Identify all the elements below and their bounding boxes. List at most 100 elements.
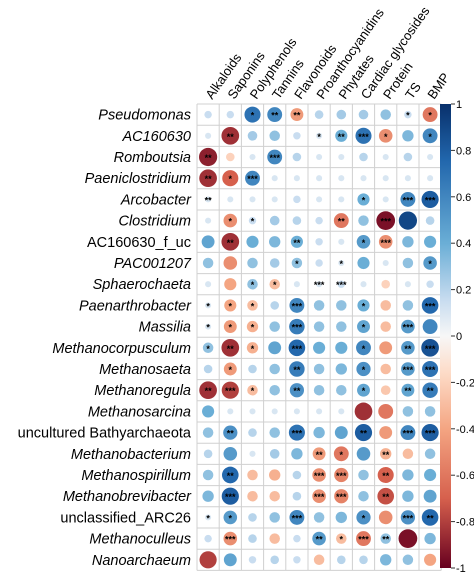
heatmap-cell-9-3	[270, 301, 279, 310]
heatmap-cell-4-9	[400, 191, 416, 207]
heatmap-cell-3-5	[316, 175, 323, 182]
heatmap-cell-4-2	[249, 196, 256, 203]
heatmap-cell-6-0	[201, 235, 215, 249]
heatmap-cell-8-10	[426, 280, 434, 288]
row-label: AC160630	[121, 129, 191, 145]
heatmap-cell-2-8	[382, 153, 389, 161]
significance-star: ***	[314, 492, 325, 502]
heatmap-cell-1-7	[355, 127, 372, 144]
heatmap-cell-12-4	[289, 361, 305, 377]
row-label: Paeniclostridium	[85, 171, 191, 187]
heatmap-cell-20-6	[336, 533, 347, 544]
heatmap-cell-16-9	[402, 448, 414, 460]
heatmap-cell-11-0	[202, 342, 214, 354]
colorbar-gradient	[440, 104, 451, 568]
significance-star: ***	[425, 429, 436, 439]
heatmap-cell-18-5	[312, 489, 326, 503]
heatmap-cell-3-6	[338, 175, 345, 182]
heatmap-cell-15-7	[354, 424, 373, 442]
significance-star: **	[227, 429, 235, 439]
heatmap-cell-21-0	[199, 551, 217, 569]
significance-star: *	[362, 195, 366, 205]
heatmap-cell-7-1	[223, 256, 238, 270]
significance-star: *	[251, 344, 255, 354]
heatmap-cell-1-6	[335, 129, 348, 142]
heatmap-cell-5-3	[269, 215, 280, 226]
column-label: BMP	[424, 70, 452, 102]
significance-star: **	[338, 132, 346, 142]
heatmap-cell-3-8	[382, 175, 389, 182]
heatmap-cell-14-7	[354, 402, 373, 421]
heatmap-cell-7-0	[202, 257, 214, 269]
row-label: PAC001207	[114, 256, 192, 272]
row-label: Arcobacter	[120, 192, 192, 208]
heatmap-cell-15-10	[421, 424, 439, 442]
heatmap-cell-7-2	[247, 257, 258, 269]
heatmap-cell-19-8	[378, 510, 393, 525]
heatmap-cell-9-6	[336, 300, 347, 311]
heatmap-cell-19-0	[205, 514, 212, 521]
significance-star: ***	[269, 153, 280, 163]
heatmap-cell-4-6	[338, 196, 345, 203]
heatmap-cell-13-6	[336, 384, 347, 396]
heatmap-cell-6-9	[402, 236, 414, 248]
heatmap-cell-0-0	[204, 110, 212, 119]
significance-star: ***	[292, 429, 303, 439]
heatmap-cell-8-0	[205, 281, 212, 288]
heatmap-cell-13-1	[221, 381, 239, 399]
heatmap-cell-9-4	[289, 297, 305, 313]
heatmap-cell-14-6	[338, 408, 345, 415]
heatmap-cell-1-0	[205, 132, 212, 139]
heatmap-cell-10-0	[205, 323, 212, 330]
heatmap-cell-5-7	[358, 215, 369, 226]
colorbar: 1 0.8 0.6 0.4 0.2 0 -0.2 -0.4 -0.6 -0.8 -1	[440, 99, 474, 575]
significance-star: **	[205, 195, 213, 205]
heatmap-cell-9-7	[357, 299, 370, 312]
heatmap-cell-15-9	[400, 425, 416, 441]
heatmap-cell-21-6	[337, 555, 346, 565]
heatmap-cell-19-5	[313, 512, 325, 523]
significance-star: ***	[425, 301, 436, 311]
heatmap-cell-21-9	[402, 554, 414, 566]
significance-star: *	[362, 344, 366, 354]
significance-star: *	[406, 111, 410, 121]
heatmap-cell-15-3	[269, 427, 280, 438]
heatmap-cell-5-9	[398, 211, 418, 230]
heatmap-cell-12-8	[380, 363, 391, 375]
heatmap-cell-13-4	[289, 383, 305, 398]
heatmap-cell-19-7	[356, 510, 371, 525]
heatmap-cell-8-1	[224, 278, 237, 291]
heatmap-cell-0-1	[226, 110, 235, 119]
significance-star: ***	[380, 238, 391, 248]
heatmap-cell-18-1	[221, 487, 239, 505]
heatmap-cell-12-1	[223, 362, 237, 376]
heatmap-cell-14-8	[378, 403, 394, 419]
heatmap-cell-18-9	[402, 490, 414, 502]
heatmap-cell-18-0	[202, 490, 214, 502]
significance-star: *	[384, 132, 388, 142]
heatmap-cell-10-2	[246, 320, 259, 333]
heatmap-cell-2-2	[249, 153, 256, 161]
heatmap-cell-11-1	[221, 338, 240, 357]
heatmap-cell-20-2	[248, 534, 257, 543]
colorbar-tick-label: 1	[456, 99, 462, 111]
significance-star: **	[427, 513, 435, 523]
significance-star: ***	[425, 365, 436, 375]
heatmap-cell-18-7	[358, 490, 369, 502]
significance-star: **	[382, 535, 390, 545]
heatmap-cell-8-3	[269, 278, 280, 290]
significance-star: **	[404, 344, 412, 354]
heatmap-cells: * ** ** * *** * ** *** * *** ***** * ***** * *** **** * *…	[198, 106, 439, 569]
heatmap-cell-10-1	[223, 320, 237, 334]
heatmap-cell-3-7	[360, 175, 367, 182]
significance-star: *	[251, 301, 255, 311]
heatmap-cell-4-8	[382, 196, 389, 203]
row-label: Nanoarchaeum	[92, 553, 191, 569]
heatmap-cell-18-8	[377, 487, 395, 505]
heatmap-cell-17-7	[358, 469, 369, 481]
heatmap-cell-3-9	[404, 175, 411, 182]
heatmap-cell-16-4	[291, 448, 303, 460]
significance-star: ***	[336, 280, 347, 290]
heatmap-cell-7-4	[291, 257, 303, 269]
